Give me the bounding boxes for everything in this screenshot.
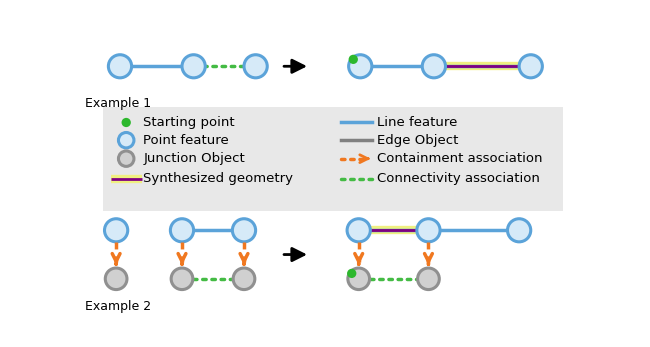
Text: Junction Object: Junction Object bbox=[143, 152, 245, 165]
Circle shape bbox=[348, 55, 372, 78]
Circle shape bbox=[348, 55, 358, 64]
FancyBboxPatch shape bbox=[103, 107, 564, 211]
Circle shape bbox=[118, 151, 134, 166]
Text: Example 2: Example 2 bbox=[85, 299, 151, 313]
Text: Synthesized geometry: Synthesized geometry bbox=[143, 172, 293, 185]
Circle shape bbox=[105, 219, 128, 242]
Circle shape bbox=[347, 219, 370, 242]
Circle shape bbox=[105, 268, 127, 290]
Circle shape bbox=[233, 219, 255, 242]
Circle shape bbox=[233, 268, 255, 290]
Text: Line feature: Line feature bbox=[377, 116, 458, 129]
Circle shape bbox=[122, 118, 131, 127]
Circle shape bbox=[417, 219, 440, 242]
Circle shape bbox=[508, 219, 531, 242]
Circle shape bbox=[348, 268, 370, 290]
Circle shape bbox=[347, 269, 356, 278]
Text: Example 1: Example 1 bbox=[85, 97, 151, 110]
Circle shape bbox=[170, 219, 194, 242]
Circle shape bbox=[417, 268, 439, 290]
Circle shape bbox=[244, 55, 267, 78]
Circle shape bbox=[118, 133, 134, 148]
Circle shape bbox=[422, 55, 445, 78]
Text: Starting point: Starting point bbox=[143, 116, 235, 129]
Text: Containment association: Containment association bbox=[377, 152, 543, 165]
Text: Point feature: Point feature bbox=[143, 134, 229, 147]
Text: Edge Object: Edge Object bbox=[377, 134, 459, 147]
Text: Connectivity association: Connectivity association bbox=[377, 172, 540, 185]
Circle shape bbox=[109, 55, 131, 78]
Circle shape bbox=[519, 55, 542, 78]
Circle shape bbox=[171, 268, 193, 290]
Circle shape bbox=[182, 55, 205, 78]
